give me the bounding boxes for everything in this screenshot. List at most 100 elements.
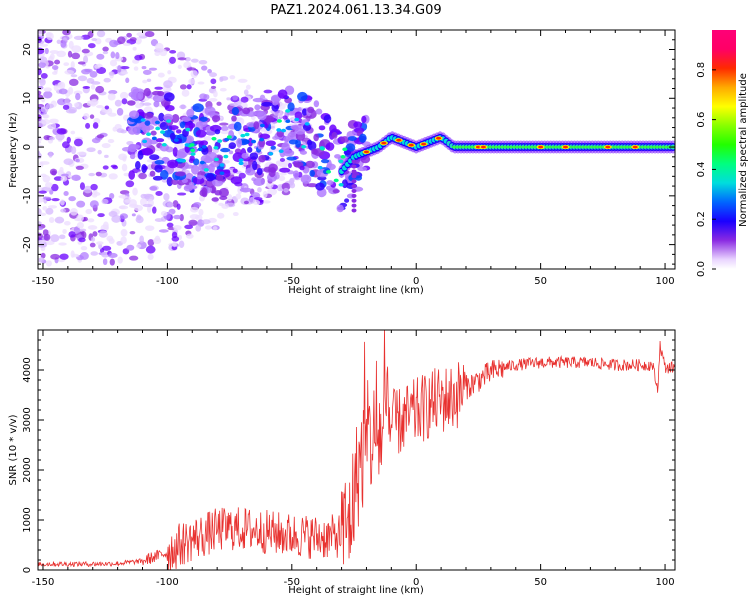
- spectral-blob: [108, 89, 118, 95]
- spectrogram-y-axis: 20 10 0 -10 -20: [22, 29, 675, 265]
- ridge-core: [486, 145, 490, 149]
- spectral-blob: [64, 97, 70, 106]
- ridge-core: [516, 145, 520, 149]
- spectral-blob: [45, 182, 53, 188]
- spectral-blob: [216, 212, 225, 219]
- spectral-blob: [154, 159, 165, 165]
- spectral-blob: [320, 159, 330, 164]
- spectral-blob: [41, 186, 52, 192]
- spectral-blob: [90, 81, 101, 85]
- spectral-blob: [226, 97, 231, 101]
- spectral-blob: [79, 182, 85, 190]
- spectral-blob: [142, 79, 148, 84]
- spectral-blob: [185, 233, 194, 239]
- spectral-blob: [238, 172, 246, 179]
- spectral-blob: [257, 187, 262, 193]
- spectral-blob: [70, 74, 78, 78]
- spectral-blob: [184, 143, 190, 147]
- spectral-blob: [101, 198, 109, 205]
- spectral-blob: [203, 157, 214, 164]
- spectral-blob: [96, 134, 105, 139]
- spectral-blob: [220, 125, 229, 132]
- spectral-blob: [90, 84, 96, 90]
- spectral-blob: [319, 146, 325, 150]
- spectral-blob: [351, 198, 357, 203]
- spectral-blob: [121, 163, 128, 172]
- spectral-blob: [49, 118, 59, 124]
- figure-title: PAZ1.2024.061.13.34.G09: [270, 3, 441, 18]
- spectral-blob: [108, 173, 118, 180]
- spectral-blob: [171, 245, 178, 251]
- spectral-blob: [210, 78, 217, 85]
- spectral-blob: [102, 165, 109, 170]
- spectral-blob: [63, 191, 69, 196]
- spectral-blob: [257, 111, 267, 121]
- ridge-core: [616, 145, 620, 149]
- spectral-blob: [41, 119, 51, 125]
- spectral-blob: [129, 255, 139, 261]
- spectral-blob: [285, 109, 291, 113]
- ridge-core: [658, 145, 662, 149]
- spectral-blob: [301, 144, 307, 149]
- spectral-blob: [135, 243, 142, 248]
- spectral-blob: [171, 179, 179, 186]
- spectral-blob: [80, 246, 88, 251]
- spectral-blob: [78, 237, 86, 243]
- ridge-hotspot: [363, 150, 370, 154]
- ridge-core: [628, 145, 632, 149]
- colorbar-ticks: 0.0 0.2 0.4 0.6 0.8: [696, 62, 716, 277]
- spectral-blob: [42, 114, 50, 119]
- spectral-blob: [287, 162, 293, 169]
- spectral-blob: [247, 146, 253, 153]
- spectral-blob: [75, 165, 84, 170]
- spectral-blob: [223, 169, 231, 174]
- spectral-blob: [169, 50, 177, 54]
- ridge-core: [529, 145, 533, 149]
- spectral-blob: [238, 158, 244, 162]
- spectral-blob: [351, 159, 357, 164]
- ridge-core: [464, 145, 468, 149]
- spectral-blob: [134, 54, 143, 61]
- snr-y-tick-label: 3000: [22, 407, 33, 432]
- spectral-blob: [90, 236, 96, 242]
- spectral-blob: [177, 57, 187, 61]
- spectral-blob: [77, 61, 86, 65]
- spectral-blob: [42, 206, 48, 211]
- spectral-blob: [87, 31, 94, 39]
- spectral-blob: [136, 214, 142, 221]
- spectral-blob: [44, 47, 49, 55]
- ridge-core: [526, 145, 530, 149]
- spectral-blob: [119, 213, 129, 220]
- spectral-blob: [91, 137, 101, 144]
- spectral-blob: [294, 111, 303, 120]
- spectral-blob: [120, 228, 128, 237]
- spectral-blob: [287, 102, 295, 112]
- spectral-blob: [71, 174, 81, 181]
- spectral-blob: [82, 216, 88, 222]
- spectral-blob: [213, 157, 219, 162]
- ridge-core: [521, 145, 525, 149]
- spectral-blob: [276, 128, 282, 132]
- spectral-blob: [299, 150, 308, 155]
- spectrogram-y-label: Frequency (Hz): [8, 112, 19, 188]
- spectral-blob: [253, 121, 260, 130]
- spectral-blob: [70, 61, 75, 69]
- spectral-blob: [51, 122, 57, 130]
- spectral-blob: [157, 90, 165, 97]
- spectral-blob: [270, 95, 280, 106]
- spectral-blob: [203, 136, 212, 141]
- spectral-blob: [196, 174, 203, 180]
- spectral-blob: [168, 125, 179, 130]
- spectral-blob: [92, 231, 98, 237]
- spectral-blob: [45, 260, 52, 267]
- spectral-blob: [129, 153, 136, 160]
- spectral-blob: [351, 179, 357, 184]
- spectral-blob: [219, 171, 225, 175]
- ridge-core: [491, 145, 495, 149]
- ridge-core: [504, 145, 508, 149]
- spectral-blob: [91, 98, 99, 106]
- spectral-blob: [146, 132, 152, 137]
- spectral-blob: [221, 203, 229, 209]
- spectral-blob: [157, 72, 165, 78]
